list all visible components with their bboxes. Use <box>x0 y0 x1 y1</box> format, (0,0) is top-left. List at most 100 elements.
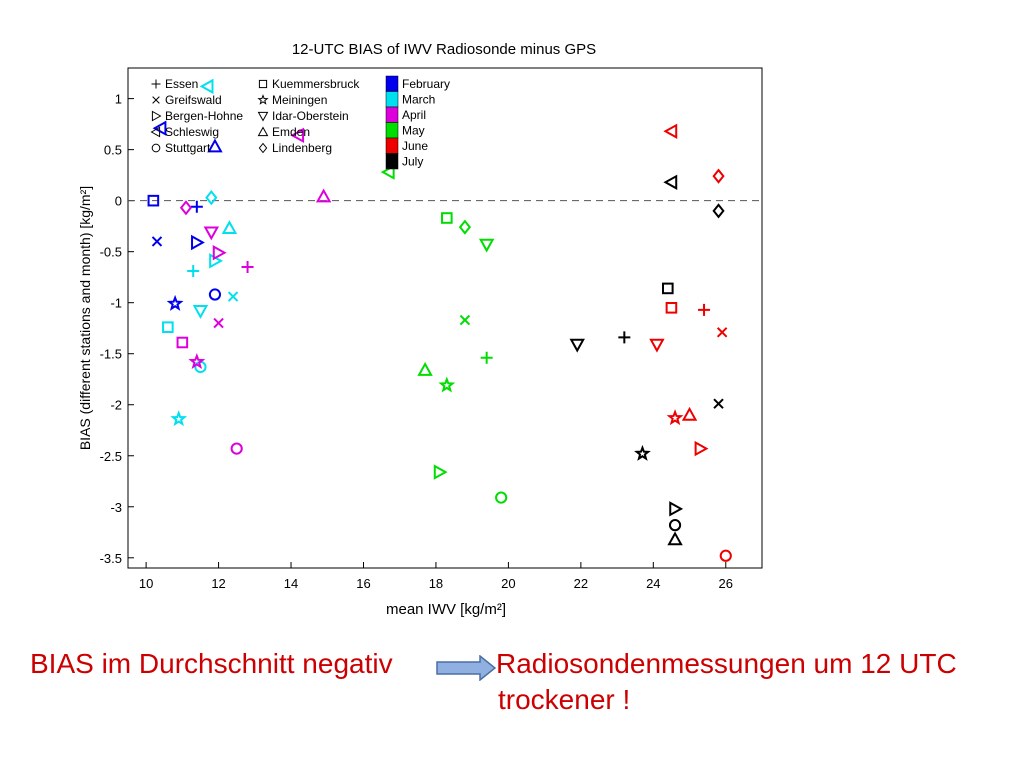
legend-month-label: May <box>402 124 425 138</box>
data-point-bergen-hohne <box>694 440 709 457</box>
legend-marker-tri-left <box>150 126 161 138</box>
data-point-greifswald <box>227 291 239 302</box>
y-tick-label: 0.5 <box>104 143 122 158</box>
data-point-emden <box>221 220 238 235</box>
y-tick-label: -3.5 <box>100 551 122 566</box>
data-point-stuttgart <box>495 491 508 504</box>
data-point-lindenberg <box>179 200 193 216</box>
data-point-bergen-hohne <box>669 501 684 517</box>
legend-marker-square <box>258 79 268 89</box>
legend-color-swatch <box>385 137 399 154</box>
chart-title: 12-UTC BIAS of IWV Radiosonde minus GPS <box>292 41 596 58</box>
data-point-schleswig <box>290 127 305 144</box>
data-point-greifswald <box>151 236 163 247</box>
data-point-stuttgart <box>668 519 682 532</box>
x-tick-label: 24 <box>646 576 660 591</box>
data-point-essen <box>698 303 711 316</box>
data-point-lindenberg <box>712 168 725 184</box>
caption-right-line2: trockener ! <box>498 684 631 715</box>
data-point-schleswig <box>199 78 214 95</box>
data-point-emden <box>207 138 223 153</box>
legend-marker-diamond <box>258 142 268 154</box>
data-point-lindenberg <box>458 219 472 235</box>
data-point-stuttgart <box>719 549 732 562</box>
right-arrow-icon <box>436 655 496 681</box>
data-point-idar-oberstein <box>203 226 220 241</box>
caption-left: BIAS im Durchschnitt negativ <box>30 648 393 679</box>
plot-frame <box>127 67 763 569</box>
data-point-stuttgart <box>208 288 222 301</box>
legend-marker-x <box>152 96 160 104</box>
legend-month-label: April <box>402 108 426 122</box>
data-points <box>147 78 732 562</box>
legend-color-swatch <box>385 91 399 108</box>
data-point-schleswig <box>663 174 678 190</box>
y-tick-label: -2 <box>110 398 122 413</box>
data-point-greifswald <box>713 398 724 409</box>
y-axis-label: BIAS (different stations and month) [kg/… <box>77 186 93 450</box>
x-tick-label: 12 <box>211 576 225 591</box>
legend-month-label: February <box>402 77 450 91</box>
data-point-greifswald <box>716 327 728 338</box>
legend-color-swatch <box>385 153 399 170</box>
legend-station-label: Idar-Oberstein <box>272 109 349 123</box>
x-tick-label: 16 <box>356 576 370 591</box>
data-point-bergen-hohne <box>433 464 448 480</box>
data-point-idar-oberstein <box>649 338 665 353</box>
legend-station-label: Essen <box>165 77 198 91</box>
legend-color-swatch <box>385 106 399 123</box>
x-tick-label: 20 <box>501 576 515 591</box>
data-point-emden <box>681 406 698 421</box>
data-point-kuemmersbruck <box>441 212 453 224</box>
data-point-meiningen <box>438 376 456 393</box>
y-tick-label: -0.5 <box>100 245 122 260</box>
legend-station-label: Stuttgart <box>165 141 211 155</box>
data-point-idar-oberstein <box>569 338 585 353</box>
x-tick-label: 10 <box>139 576 153 591</box>
y-tick-label: 1 <box>115 92 122 107</box>
y-tick-label: -1 <box>110 296 122 311</box>
data-point-bergen-hohne <box>191 234 205 251</box>
legend-marker-tri-up <box>257 126 269 137</box>
x-axis-label: mean IWV [kg/m²] <box>386 601 506 618</box>
x-tick-label: 14 <box>284 576 298 591</box>
legend-marker-plus <box>151 79 161 89</box>
legend-marker-circle <box>151 143 161 153</box>
x-tick-label: 18 <box>429 576 443 591</box>
y-tick-label: -3 <box>110 500 122 515</box>
y-tick-label: -2.5 <box>100 449 122 464</box>
data-point-emden <box>667 531 683 546</box>
data-point-essen <box>187 265 200 278</box>
legend-marker-tri-right <box>151 110 162 122</box>
y-tick-label: -1.5 <box>100 347 122 362</box>
data-point-essen <box>241 260 254 273</box>
data-point-idar-oberstein <box>192 305 209 319</box>
legend-station-label: Emden <box>272 125 310 139</box>
legend-color-swatch <box>385 122 399 139</box>
data-point-kuemmersbruck <box>162 321 174 333</box>
legend: Essen Greifswald Bergen-Hohne Schleswig Stut… <box>150 75 450 170</box>
x-tick-label: 22 <box>574 576 588 591</box>
legend-station-label: Greifswald <box>165 93 222 107</box>
legend-marker-tri-down <box>257 111 269 122</box>
data-point-emden <box>417 361 433 376</box>
legend-station-label: Kuemmersbruck <box>272 77 360 91</box>
axes: 10 12 14 16 18 20 22 24 26 1 0.5 0 -0.5 -1 -1.5 -2 -2.5 -… <box>100 92 762 591</box>
data-point-kuemmersbruck <box>176 336 189 349</box>
data-point-meiningen <box>170 410 188 427</box>
data-point-emden <box>315 188 332 203</box>
caption-right-line1: Radiosondenmessungen um 12 UTC <box>496 648 957 679</box>
y-tick-label: 0 <box>115 194 122 209</box>
data-point-meiningen <box>188 353 206 370</box>
legend-month-label: March <box>402 93 435 107</box>
data-point-essen <box>480 351 493 364</box>
legend-station-label: Bergen-Hohne <box>165 109 243 123</box>
data-point-lindenberg <box>712 203 725 219</box>
data-point-idar-oberstein <box>478 238 495 253</box>
x-tick-label: 26 <box>719 576 733 591</box>
data-point-schleswig <box>663 123 678 139</box>
data-point-meiningen <box>666 409 684 426</box>
data-point-kuemmersbruck <box>665 301 678 314</box>
data-point-meiningen <box>634 444 651 461</box>
data-point-kuemmersbruck <box>147 194 160 207</box>
